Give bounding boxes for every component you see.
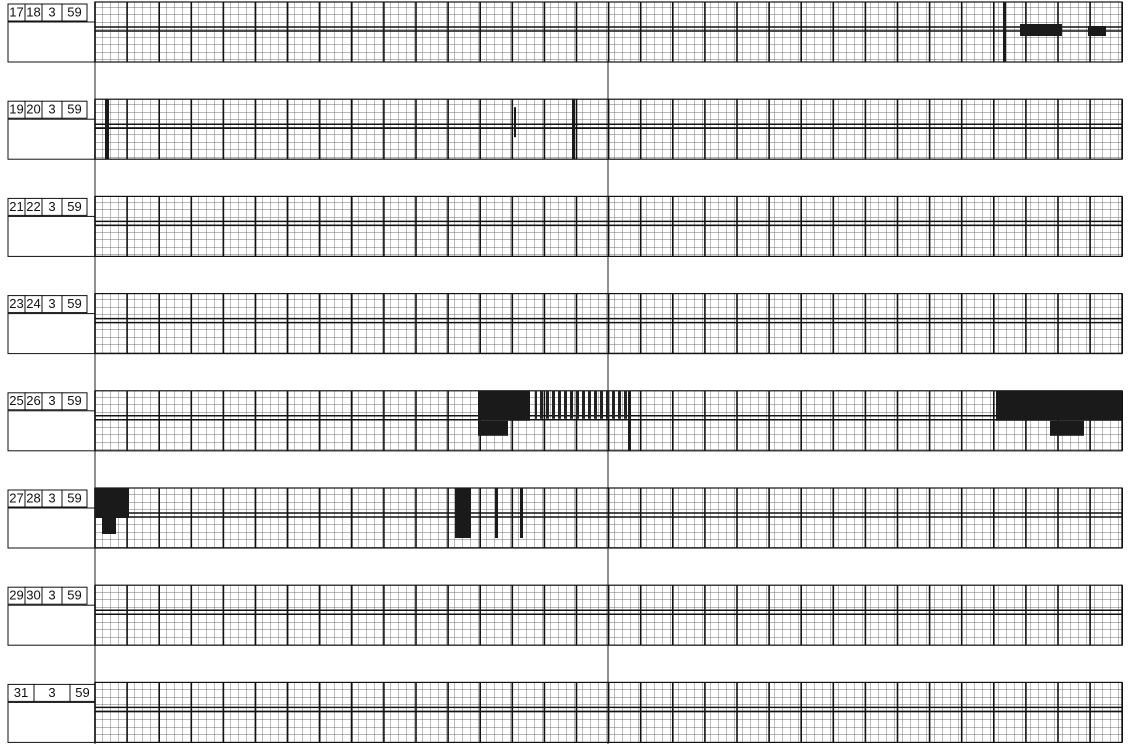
date-label: 59: [67, 393, 81, 408]
date-label: 59: [67, 296, 81, 311]
sleep-block: [478, 391, 530, 421]
label-box: [8, 216, 95, 256]
date-label: 3: [48, 199, 55, 214]
date-label: 59: [67, 102, 81, 117]
sleep-block: [102, 518, 116, 534]
label-box: [8, 702, 95, 742]
sleep-log-sheet: 1718 3 59 1920 3 59 2122 3 59 2324 3 59 2526 3 59 2728 3…: [0, 0, 1129, 744]
sleep-block: [478, 421, 508, 436]
date-label: 31: [14, 685, 28, 700]
date-label: 19: [9, 102, 23, 117]
date-label: 28: [26, 490, 40, 505]
date-label: 3: [48, 685, 55, 700]
date-label: 3: [48, 4, 55, 19]
stripe-block: [535, 391, 628, 419]
date-label: 59: [67, 199, 81, 214]
label-box: [8, 119, 95, 159]
date-label: 59: [75, 685, 89, 700]
sleep-block: [514, 107, 516, 137]
sleep-block: [996, 391, 1122, 421]
date-label: 29: [9, 588, 23, 603]
date-label: 3: [48, 102, 55, 117]
date-label: 27: [9, 490, 23, 505]
date-label: 26: [26, 393, 40, 408]
sleep-block: [572, 99, 575, 159]
date-label: 30: [26, 588, 40, 603]
sleep-block: [95, 488, 129, 518]
sleep-block: [495, 488, 498, 538]
label-box: [8, 411, 95, 451]
date-label: 21: [9, 199, 23, 214]
date-label: 20: [26, 102, 40, 117]
sleep-block: [520, 488, 523, 538]
date-label: 59: [67, 4, 81, 19]
date-label: 23: [9, 296, 23, 311]
date-label: 3: [48, 588, 55, 603]
sleep-block: [1003, 2, 1006, 62]
sleep-block: [1088, 26, 1106, 36]
date-label: 24: [26, 296, 40, 311]
sleep-block: [105, 99, 109, 159]
sleep-block: [455, 488, 471, 538]
label-box: [8, 605, 95, 645]
sleep-block: [1050, 421, 1084, 436]
date-label: 22: [26, 199, 40, 214]
sleep-block: [1020, 24, 1062, 36]
date-label: 59: [67, 588, 81, 603]
date-label: 3: [48, 296, 55, 311]
page: {"rows": [ {"labels": ["17", "18", "3", …: [0, 0, 1129, 744]
label-box: [8, 314, 95, 354]
date-label: 59: [67, 490, 81, 505]
sleep-block: [628, 391, 631, 451]
date-label: 17: [9, 4, 23, 19]
date-label: 3: [48, 490, 55, 505]
date-label: 25: [9, 393, 23, 408]
date-label: 18: [26, 4, 40, 19]
label-box: [8, 508, 95, 548]
label-box: [8, 22, 95, 62]
date-label: 3: [48, 393, 55, 408]
